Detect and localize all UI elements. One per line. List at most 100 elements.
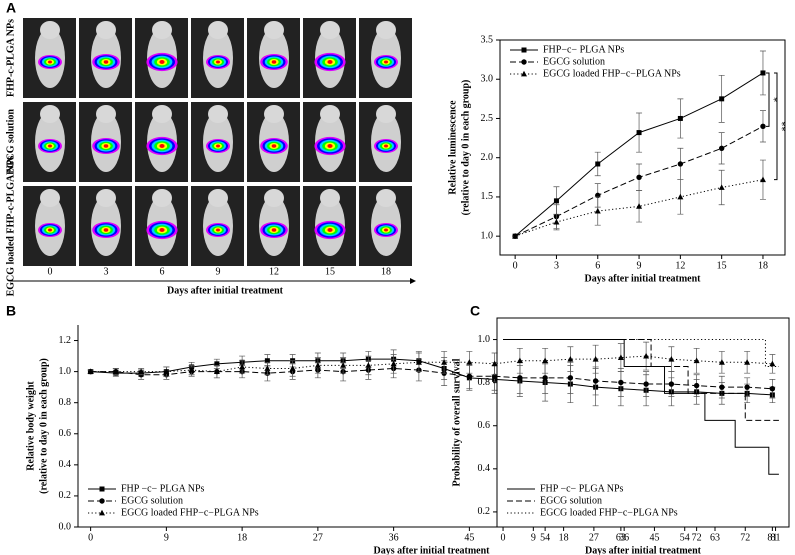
marker xyxy=(188,366,195,373)
y-tick-label: 2.0 xyxy=(481,152,494,163)
mouse-head xyxy=(264,189,284,207)
y-tick-label: 1.0 xyxy=(481,230,494,241)
mouse-head xyxy=(320,189,340,207)
series-line xyxy=(90,355,773,373)
day-label: 12 xyxy=(269,266,279,277)
marker xyxy=(138,368,145,375)
signal xyxy=(159,144,165,148)
marker xyxy=(718,359,725,365)
mouse-head xyxy=(40,105,60,123)
y-tick-label: 1.0 xyxy=(478,334,491,345)
marker xyxy=(643,352,650,359)
marker xyxy=(516,357,523,364)
signal xyxy=(327,60,333,64)
marker xyxy=(677,115,683,121)
marker xyxy=(636,130,642,136)
marker xyxy=(213,368,220,375)
x-axis-label: Days after initial treatment xyxy=(374,545,491,555)
day-label: 9 xyxy=(216,266,221,277)
y-tick-label: 3.5 xyxy=(481,34,494,45)
x-tick-label: 27 xyxy=(313,532,323,543)
x-tick-label: 27 xyxy=(589,532,599,543)
series-line xyxy=(90,358,773,396)
marker xyxy=(718,145,725,151)
legend-label: EGCG loaded FHP−c−PLGA NPs xyxy=(121,507,259,518)
mouse-head xyxy=(208,21,228,39)
y-tick-label: 0.4 xyxy=(59,459,72,470)
marker xyxy=(718,184,725,190)
marker xyxy=(677,161,684,167)
legend-label: EGCG loaded FHP−c−PLGA NPs xyxy=(543,68,681,79)
marker xyxy=(214,361,220,367)
marker xyxy=(567,375,574,381)
mouse-head xyxy=(96,105,116,123)
marker xyxy=(617,354,624,361)
legend-label: FHP−c− PLGA NPs xyxy=(543,44,624,55)
x-tick-label: 18 xyxy=(559,532,569,543)
legend-marker xyxy=(99,509,105,516)
marker xyxy=(512,232,519,239)
marker xyxy=(592,378,599,384)
marker xyxy=(668,355,675,362)
row-label: EGCG solution xyxy=(5,109,16,175)
legend-marker xyxy=(99,486,105,492)
x-tick-label: 45 xyxy=(649,532,659,543)
arrow-head xyxy=(410,278,416,284)
series-line xyxy=(90,368,773,390)
mouse-head xyxy=(376,105,396,123)
x-tick-label: 72 xyxy=(740,532,750,543)
y-tick-label: 1.2 xyxy=(59,335,72,346)
legend-marker xyxy=(99,498,105,504)
y-tick-label: 0.6 xyxy=(478,420,491,431)
marker xyxy=(744,384,750,390)
marker xyxy=(719,384,725,390)
marker xyxy=(618,379,624,386)
legend-marker xyxy=(521,47,527,53)
marker xyxy=(744,359,751,365)
x-tick-label: 81 xyxy=(771,532,781,543)
marker xyxy=(340,362,347,368)
legend-label: EGCG solution xyxy=(121,495,183,506)
panel-letter: C xyxy=(470,303,480,319)
marker xyxy=(677,193,684,200)
y-tick-label: 3.0 xyxy=(481,74,494,85)
marker xyxy=(595,161,601,167)
plot-frame xyxy=(499,39,786,256)
signal xyxy=(384,228,388,232)
mouse-head xyxy=(376,189,396,207)
legend-label: EGCG solution xyxy=(540,495,602,506)
signal xyxy=(216,228,220,232)
marker xyxy=(760,70,766,76)
y-axis-label: Relative luminescence xyxy=(447,100,458,195)
y-tick-label: 0.8 xyxy=(478,377,491,388)
x-tick-label: 18 xyxy=(237,532,247,543)
legend-label: FHP −c− PLGA NPs xyxy=(121,483,205,494)
legend-marker xyxy=(521,59,527,65)
survival-curve xyxy=(503,339,779,421)
mouse-head xyxy=(264,105,284,123)
signal xyxy=(216,144,220,148)
signal xyxy=(271,144,277,148)
mouse-head xyxy=(152,189,172,207)
marker xyxy=(553,218,560,225)
day-label: 18 xyxy=(381,266,391,277)
marker xyxy=(314,362,321,368)
day-label: 0 xyxy=(48,266,53,277)
marker xyxy=(365,362,372,368)
x-tick-label: 63 xyxy=(710,532,720,543)
marker xyxy=(769,386,776,392)
marker xyxy=(668,381,675,387)
x-tick-label: 3 xyxy=(554,260,559,271)
marker xyxy=(239,363,246,370)
marker xyxy=(264,365,271,371)
signal xyxy=(327,144,333,148)
mouse-head xyxy=(320,105,340,123)
signal xyxy=(384,144,388,148)
marker xyxy=(693,382,700,389)
marker xyxy=(542,375,548,381)
marker xyxy=(390,360,397,367)
x-tick-label: 9 xyxy=(164,532,169,543)
x-tick-label: 12 xyxy=(675,260,685,271)
y-axis-label: Probability of overall survival xyxy=(451,358,462,486)
